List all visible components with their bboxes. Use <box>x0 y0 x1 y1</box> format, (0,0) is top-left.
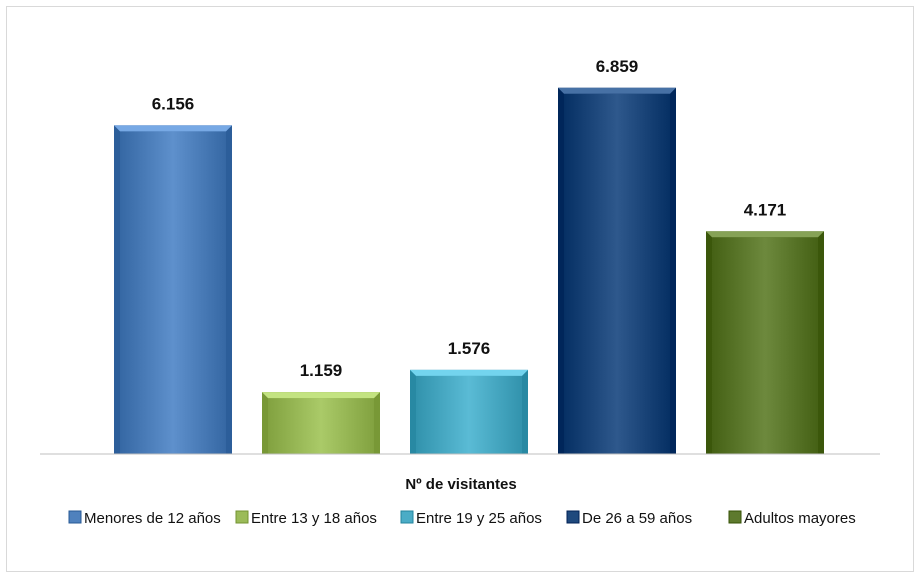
bar-face-3 <box>564 93 670 455</box>
bar-face-1 <box>268 398 374 454</box>
bar-face-2 <box>416 375 522 454</box>
bar-bevel-2 <box>410 369 528 376</box>
data-label-2: 1.576 <box>448 339 491 358</box>
bar-face-4 <box>712 237 818 454</box>
data-label-1: 1.159 <box>300 361 343 380</box>
bar-bevel-1 <box>262 392 380 399</box>
bars-layer: 6.156 1.159 1.576 6.859 4.171 <box>114 57 824 455</box>
bar-bevel-0 <box>114 125 232 132</box>
legend-swatch-0 <box>68 510 82 524</box>
bar-face-0 <box>120 131 226 454</box>
bar-bevel-3 <box>558 87 676 94</box>
x-axis-title: Nº de visitantes <box>405 476 516 493</box>
legend-swatch-1 <box>235 510 249 524</box>
legend: Menores de 12 años Entre 13 y 18 años Entr… <box>68 510 856 527</box>
legend-swatch-3 <box>566 510 580 524</box>
data-label-4: 4.171 <box>744 200 787 219</box>
legend-label-3: De 26 a 59 años <box>582 510 692 527</box>
legend-label-2: Entre 19 y 25 años <box>416 510 542 527</box>
legend-swatch-4 <box>728 510 742 524</box>
bar-bevel-4 <box>706 231 824 238</box>
legend-label-1: Entre 13 y 18 años <box>251 510 377 527</box>
legend-label-0: Menores de 12 años <box>84 510 221 527</box>
legend-label-4: Adultos mayores <box>744 510 856 527</box>
legend-swatch-2 <box>400 510 414 524</box>
data-label-3: 6.859 <box>596 57 639 76</box>
data-label-0: 6.156 <box>152 94 195 113</box>
